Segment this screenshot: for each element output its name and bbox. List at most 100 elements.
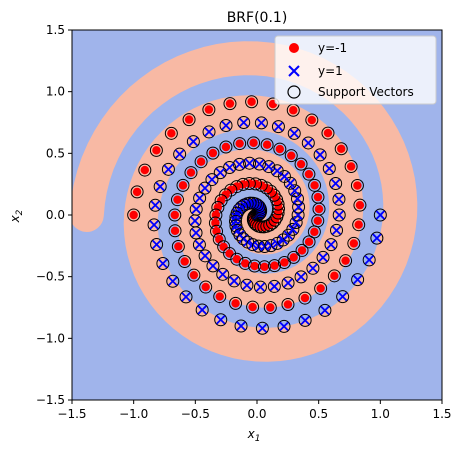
point-positive-class bbox=[204, 127, 214, 137]
point-positive-class bbox=[229, 276, 239, 286]
support-vector-marker bbox=[198, 181, 212, 195]
point-positive-class bbox=[283, 230, 294, 240]
point-positive-class bbox=[200, 251, 210, 261]
point-positive-class bbox=[288, 224, 298, 234]
point-negative-class bbox=[213, 203, 223, 212]
support-vector-marker bbox=[186, 135, 200, 149]
point-negative-class bbox=[313, 192, 323, 202]
legend-marker-negative-class bbox=[289, 43, 299, 53]
point-positive-class bbox=[269, 281, 279, 292]
support-vector-marker bbox=[149, 143, 163, 157]
point-negative-class bbox=[330, 271, 339, 281]
point-positive-class bbox=[207, 174, 217, 185]
legend-label-support-vectors: Support Vectors bbox=[318, 85, 414, 99]
support-vector-marker bbox=[294, 270, 308, 284]
point-positive-class bbox=[149, 220, 159, 230]
point-positive-class bbox=[151, 239, 162, 250]
support-vector-marker bbox=[238, 256, 252, 270]
y-tick-label: −1.0 bbox=[36, 331, 65, 345]
support-vector-marker bbox=[281, 276, 295, 290]
support-vector-marker bbox=[322, 162, 336, 176]
support-vector-marker bbox=[161, 162, 175, 176]
x-tick-label: 1.5 bbox=[432, 407, 451, 421]
support-vector-marker bbox=[164, 126, 178, 140]
point-negative-class bbox=[173, 195, 182, 204]
support-vector-marker bbox=[130, 185, 144, 199]
support-vector-marker bbox=[268, 259, 282, 273]
y-axis-title-subscript: 2 bbox=[15, 209, 25, 215]
support-vector-marker bbox=[287, 126, 301, 140]
x-tick-label: 0.0 bbox=[247, 407, 266, 421]
support-vector-marker bbox=[173, 147, 187, 161]
point-positive-class bbox=[194, 240, 205, 250]
legend-marker-support-vectors bbox=[287, 85, 301, 99]
point-positive-class bbox=[320, 305, 330, 316]
support-vector-marker bbox=[281, 297, 295, 311]
point-negative-class bbox=[170, 210, 179, 220]
support-vector-marker bbox=[287, 250, 301, 264]
support-vector-marker bbox=[213, 290, 227, 304]
point-positive-class bbox=[221, 120, 231, 131]
support-vector-marker bbox=[247, 136, 261, 150]
support-vector-marker bbox=[153, 180, 167, 194]
point-positive-class bbox=[273, 121, 284, 132]
support-vector-marker bbox=[216, 267, 230, 281]
point-positive-class bbox=[292, 194, 303, 204]
support-vector-marker bbox=[198, 249, 212, 263]
point-negative-class bbox=[262, 140, 272, 149]
point-positive-class bbox=[331, 178, 341, 189]
support-vector-marker bbox=[168, 224, 182, 238]
support-vector-marker bbox=[301, 136, 315, 150]
support-vector-marker bbox=[291, 208, 305, 222]
point-negative-class bbox=[180, 257, 189, 266]
support-vector-marker bbox=[213, 166, 227, 180]
point-positive-class bbox=[331, 225, 342, 235]
point-positive-class bbox=[224, 162, 235, 173]
support-vector-marker bbox=[284, 149, 298, 163]
point-positive-class bbox=[352, 275, 363, 285]
point-negative-class bbox=[337, 144, 346, 153]
point-negative-class bbox=[341, 256, 350, 265]
point-positive-class bbox=[234, 159, 245, 170]
y-tick-label: 1.0 bbox=[46, 85, 65, 99]
point-positive-class bbox=[218, 269, 228, 279]
point-positive-class bbox=[163, 164, 174, 174]
point-positive-class bbox=[326, 239, 336, 250]
support-vector-marker bbox=[273, 142, 287, 156]
y-axis-title: x2 bbox=[8, 209, 25, 223]
support-vector-marker bbox=[237, 116, 251, 130]
point-negative-class bbox=[304, 237, 314, 247]
point-negative-class bbox=[323, 128, 333, 138]
support-vector-marker bbox=[194, 155, 208, 169]
support-vector-marker bbox=[347, 236, 361, 250]
support-vector-marker bbox=[171, 239, 185, 253]
point-negative-class bbox=[215, 292, 224, 301]
support-vector-marker bbox=[314, 281, 328, 295]
point-positive-class bbox=[315, 150, 325, 160]
support-vector-marker bbox=[302, 167, 316, 181]
point-negative-class bbox=[289, 253, 298, 262]
point-positive-class bbox=[244, 158, 255, 168]
support-vector-marker bbox=[294, 157, 308, 171]
support-vector-marker bbox=[332, 192, 346, 206]
support-vector-marker bbox=[305, 113, 319, 127]
point-negative-class bbox=[248, 302, 257, 312]
point-negative-class bbox=[247, 97, 256, 106]
point-negative-class bbox=[189, 270, 199, 280]
point-positive-class bbox=[194, 193, 205, 203]
support-vector-marker bbox=[334, 142, 348, 156]
point-positive-class bbox=[256, 118, 267, 128]
support-vector-marker bbox=[298, 291, 312, 305]
y-tick-label: 0.5 bbox=[46, 146, 65, 160]
support-vector-marker bbox=[127, 208, 141, 222]
point-negative-class bbox=[280, 258, 289, 267]
support-vector-marker bbox=[332, 208, 346, 222]
support-vector-marker bbox=[350, 179, 364, 193]
point-negative-class bbox=[283, 300, 293, 309]
point-positive-class bbox=[158, 258, 168, 269]
support-vector-marker bbox=[373, 208, 387, 222]
x-tick-label: −1.0 bbox=[119, 407, 148, 421]
point-negative-class bbox=[355, 200, 365, 210]
legend: y=-1 y=1 Support Vectors bbox=[274, 35, 437, 105]
point-negative-class bbox=[241, 259, 250, 268]
